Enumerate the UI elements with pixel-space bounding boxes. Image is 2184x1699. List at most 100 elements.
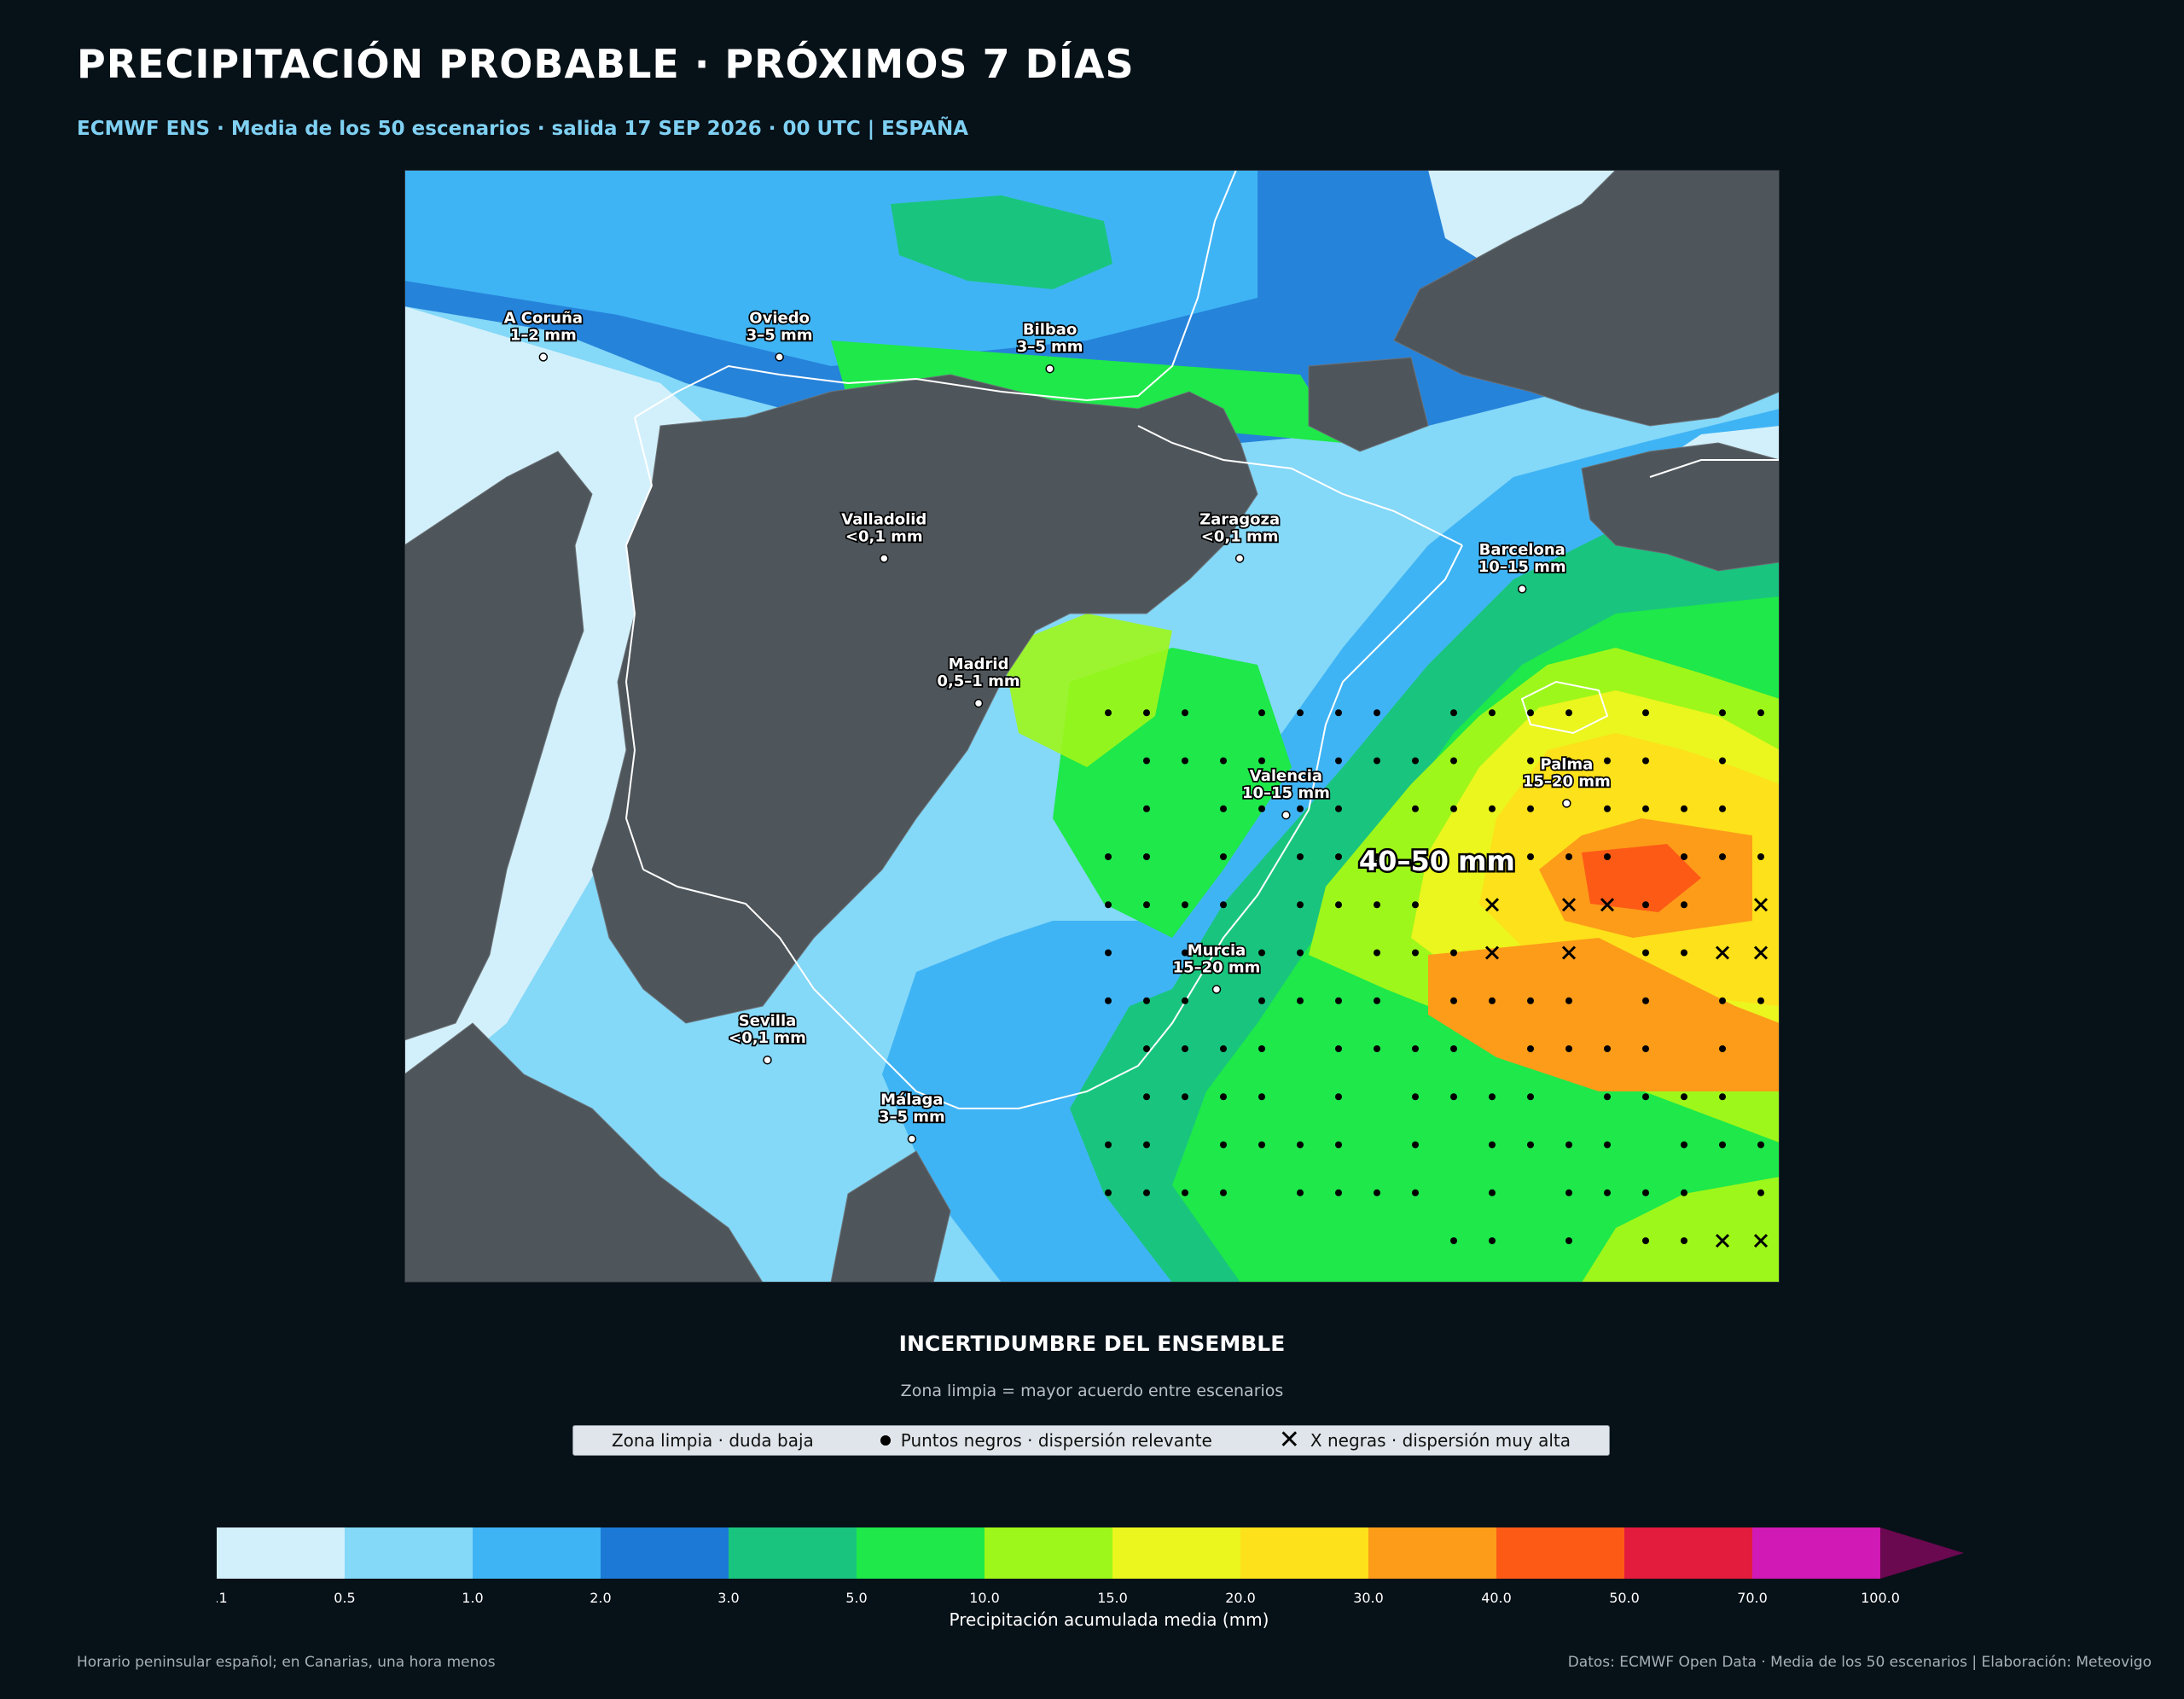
uncertainty-cross <box>1753 946 1769 960</box>
uncertainty-dot <box>1450 1093 1457 1101</box>
precipitation-colorbar: 0.1 0.5 1.0 2.0 3.0 5.0 10.0 15.0 20.0 30.0 40.0 50… <box>217 1527 1964 1606</box>
legend-item-dots: Puntos negros · dispersión relevante <box>880 1430 1212 1451</box>
uncertainty-dot <box>1489 709 1496 717</box>
city-name-label: Valencia <box>1250 767 1322 785</box>
uncertainty-dot <box>1604 1189 1611 1196</box>
uncertainty-dot <box>1258 1093 1265 1101</box>
city-dot[interactable] <box>1562 799 1571 808</box>
colorbar-segment <box>1752 1527 1880 1579</box>
city-value-label: 10–15 mm <box>1242 784 1330 802</box>
uncertainty-dot <box>1143 1141 1150 1149</box>
uncertainty-dot <box>1565 853 1572 860</box>
city-value-label: 0,5–1 mm <box>937 672 1019 690</box>
city-dot[interactable] <box>1234 554 1245 563</box>
colorbar-segment <box>857 1527 985 1579</box>
uncertainty-dot <box>1565 1189 1572 1196</box>
uncertainty-dot <box>1642 997 1649 1004</box>
colorbar-tick-label: 30.0 <box>1353 1590 1384 1606</box>
uncertainty-dot <box>1105 709 1112 717</box>
city-name-label: Sevilla <box>739 1012 797 1030</box>
uncertainty-dot <box>1258 709 1265 717</box>
city-dot[interactable] <box>538 352 549 362</box>
uncertainty-dot <box>1220 1141 1227 1149</box>
city-value-label: <0,1 mm <box>845 527 923 545</box>
uncertainty-dot <box>1335 805 1342 812</box>
city-value-label: 3–5 mm <box>1017 338 1083 356</box>
uncertainty-dot <box>1143 757 1150 765</box>
uncertainty-dot <box>1757 1189 1764 1196</box>
cross-icon: ✕ <box>1278 1425 1300 1455</box>
legend-item-clean: Zona limpia · duda baja <box>612 1430 814 1451</box>
city-name-label: Barcelona <box>1479 541 1565 559</box>
city-dot[interactable] <box>1517 584 1527 594</box>
uncertainty-dot <box>1642 949 1649 957</box>
city-dot[interactable] <box>763 1055 772 1065</box>
uncertainty-dot <box>1681 901 1687 909</box>
uncertainty-dot <box>1374 997 1380 1004</box>
uncertainty-dot <box>1412 901 1419 909</box>
city-dot[interactable] <box>880 554 889 563</box>
uncertainty-dot <box>1527 805 1534 812</box>
city-dot[interactable] <box>775 352 784 362</box>
uncertainty-dot <box>1642 1189 1649 1196</box>
uncertainty-dot <box>1489 997 1496 1004</box>
uncertainty-dot <box>1335 1045 1342 1052</box>
uncertainty-cross <box>1715 946 1730 960</box>
coastlines-borders <box>624 170 1780 1109</box>
uncertainty-dot <box>1527 1045 1534 1052</box>
map-subtitle: ECMWF ENS · Media de los 50 escenarios ·… <box>77 118 968 140</box>
uncertainty-cross <box>1484 898 1500 912</box>
colorbar-segment <box>729 1527 857 1579</box>
city-dot[interactable] <box>1211 985 1222 994</box>
colorbar-segment <box>985 1527 1112 1579</box>
uncertainty-dot <box>1182 1189 1188 1196</box>
uncertainty-dot <box>1565 709 1572 717</box>
uncertainty-dot <box>1374 901 1380 909</box>
uncertainty-dot <box>1604 757 1611 765</box>
colorbar-extend-arrow <box>1880 1527 1964 1579</box>
city-dot[interactable] <box>1281 810 1291 820</box>
uncertainty-dot <box>1143 853 1150 860</box>
city-dot[interactable] <box>1045 364 1054 374</box>
colorbar-label: Precipitación acumulada media (mm) <box>949 1609 1269 1630</box>
uncertainty-dot <box>1258 949 1265 957</box>
city-name-label: Bilbao <box>1023 321 1077 339</box>
city-name-label: Zaragoza <box>1199 510 1280 528</box>
uncertainty-dot <box>1258 1141 1265 1149</box>
uncertainty-dot <box>1182 1093 1188 1101</box>
uncertainty-dot <box>1527 853 1534 860</box>
uncertainty-dot <box>1604 1045 1611 1052</box>
uncertainty-dot <box>1412 1093 1419 1101</box>
colorbar-tick-label: 0.1 <box>217 1590 228 1606</box>
uncertainty-cross <box>1484 946 1500 960</box>
uncertainty-dot <box>1105 853 1112 860</box>
city-dot[interactable] <box>973 698 984 708</box>
uncertainty-dot <box>1719 853 1726 860</box>
uncertainty-dot <box>1412 1045 1419 1052</box>
uncertainty-dot <box>1604 1093 1611 1101</box>
uncertainty-subtitle: Zona limpia = mayor acuerdo entre escena… <box>900 1382 1284 1400</box>
uncertainty-dot <box>1220 949 1227 957</box>
uncertainty-dot <box>1374 709 1380 717</box>
uncertainty-dot <box>1412 805 1419 812</box>
uncertainty-dot <box>1182 1045 1188 1052</box>
uncertainty-dot <box>1143 997 1150 1004</box>
uncertainty-dot <box>1450 997 1457 1004</box>
uncertainty-dot <box>1335 1093 1342 1101</box>
uncertainty-dot <box>1450 709 1457 717</box>
colorbar-tick-label: 0.5 <box>334 1590 355 1606</box>
uncertainty-dot <box>1297 949 1304 957</box>
colorbar-segment <box>1112 1527 1240 1579</box>
uncertainty-dot <box>1143 805 1150 812</box>
uncertainty-dot <box>1719 805 1726 812</box>
city-dot[interactable] <box>907 1134 917 1143</box>
uncertainty-dot <box>1681 1141 1687 1149</box>
colorbar-segment <box>1368 1527 1496 1579</box>
uncertainty-cross <box>1753 1233 1769 1248</box>
city-name-label: Palma <box>1540 755 1593 773</box>
city-value-label: 3–5 mm <box>746 326 813 344</box>
colorbar-tick-label: 5.0 <box>845 1590 867 1606</box>
legend-item-crosses: ✕ X negras · dispersión muy alta <box>1278 1425 1571 1455</box>
